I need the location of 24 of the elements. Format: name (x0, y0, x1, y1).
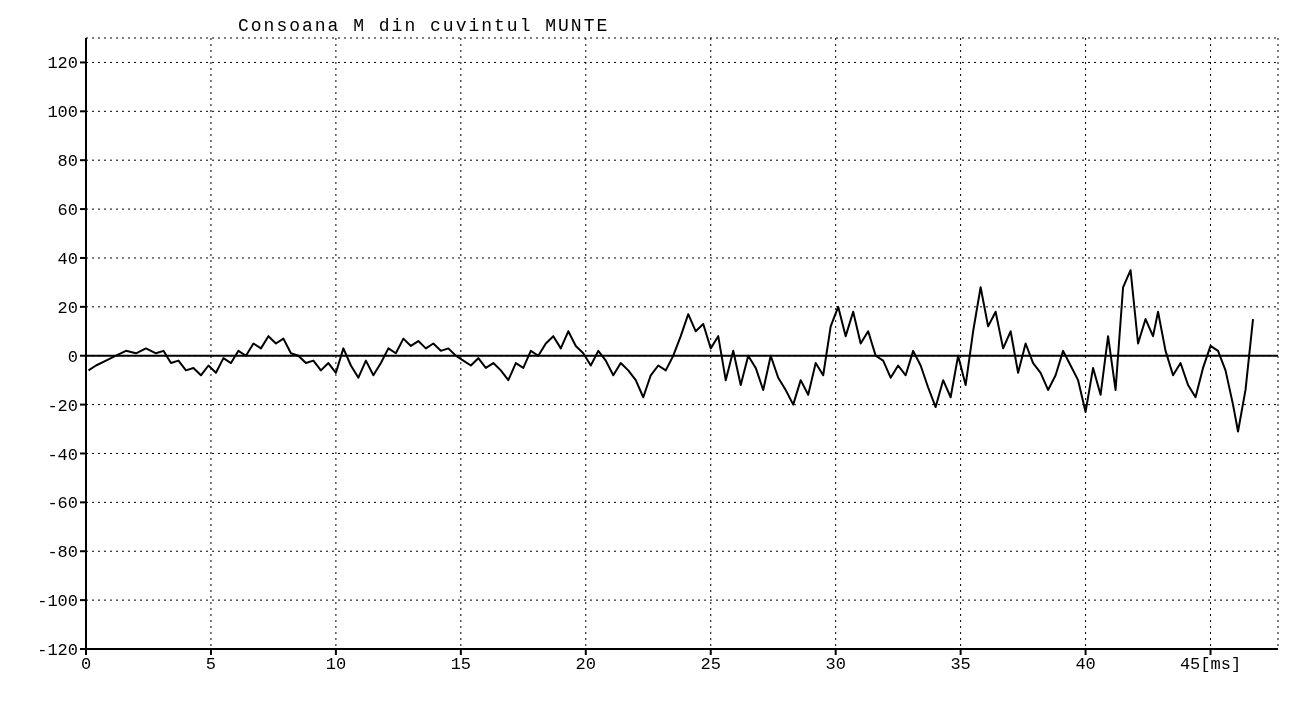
y-tick-label: 20 (57, 298, 78, 318)
y-tick-label: -80 (47, 543, 78, 563)
x-tick-label: 40 (1075, 655, 1096, 675)
y-tick-label: 60 (57, 201, 78, 221)
x-tick-label: 15 (450, 655, 472, 675)
y-tick-label: -60 (47, 494, 78, 514)
y-tick-label: 100 (47, 103, 78, 123)
y-tick-label: -20 (47, 396, 78, 416)
y-tick-label: -40 (47, 445, 78, 465)
x-tick-label: 20 (575, 655, 596, 675)
x-tick-label: 25 (700, 655, 721, 675)
y-tick-label: 80 (57, 152, 78, 172)
y-tick-label: 0 (67, 347, 78, 367)
x-tick-label: 30 (825, 655, 846, 675)
y-tick-label: 40 (57, 250, 78, 269)
y-tick-label: 120 (47, 54, 78, 74)
y-tick-label: -120 (37, 641, 78, 661)
x-tick-label: 0 (80, 655, 92, 675)
y-tick-label: -100 (37, 592, 78, 612)
x-tick-label: 45[ms] (1179, 655, 1242, 675)
x-tick-label: 35 (950, 655, 971, 675)
x-tick-label: 5 (205, 655, 217, 675)
chart-title: Consoana M din cuvintul MUNTE (238, 16, 610, 36)
x-tick-label: 10 (325, 655, 347, 675)
